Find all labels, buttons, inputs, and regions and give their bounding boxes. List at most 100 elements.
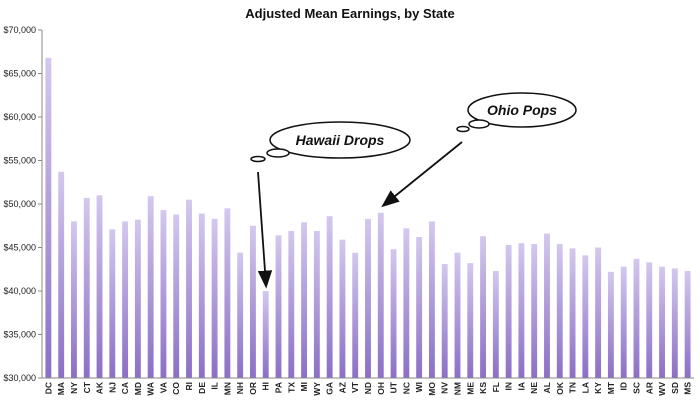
bar-wa xyxy=(147,196,154,378)
bar-mo xyxy=(428,221,435,378)
bar-ne xyxy=(531,244,538,378)
callout-ohio-bubble xyxy=(467,92,577,128)
bar-nj xyxy=(109,229,116,378)
x-tick-label-wi: WI xyxy=(414,382,424,392)
bar-ri xyxy=(186,199,192,378)
bar-sc xyxy=(633,258,640,378)
x-tick-label-il: IL xyxy=(210,382,220,390)
y-tick-label: $55,000 xyxy=(3,156,36,166)
x-axis: DC MA NY CT AK NJ CA MD WA VA CO RI DE IL MN NH OR HI PA TX… xyxy=(42,377,694,396)
y-tick-label: $65,000 xyxy=(3,69,36,79)
bar-me xyxy=(467,263,474,378)
bar-ny xyxy=(71,221,77,378)
bar-vt xyxy=(352,252,359,378)
x-tick-label-nj: NJ xyxy=(107,382,117,393)
callout-hawaii: Hawaii Drops xyxy=(250,121,411,289)
bar-tn xyxy=(569,248,576,378)
chart-title: Adjusted Mean Earnings, by State xyxy=(245,6,455,21)
x-tick-label-wa: WA xyxy=(146,382,156,396)
bar-ky xyxy=(595,247,602,378)
bar-ks xyxy=(480,236,486,378)
callout-hawaii-puff-1 xyxy=(266,148,290,158)
bar-dc xyxy=(45,57,52,379)
y-tick-label: $70,000 xyxy=(3,25,36,35)
bar-fl xyxy=(492,270,499,378)
callout-ohio-puff-1 xyxy=(468,119,490,129)
x-tick-label-ia: IA xyxy=(516,382,526,391)
x-tick-label-wv: WV xyxy=(657,382,667,396)
bar-ut xyxy=(390,249,397,378)
x-tick-label-ut: UT xyxy=(389,381,399,393)
x-tick-label-ga: GA xyxy=(325,382,335,395)
bar-ma xyxy=(58,171,65,378)
bar-az xyxy=(339,239,346,378)
x-tick-label-az: AZ xyxy=(337,382,347,393)
bar-pa xyxy=(275,235,282,378)
callout-ohio-puff-2 xyxy=(456,125,470,133)
callout-hawaii-bubble xyxy=(269,121,411,159)
bar-ca xyxy=(122,221,129,378)
x-tick-label-ny: NY xyxy=(69,382,79,394)
x-tick-label-ne: NE xyxy=(529,382,539,394)
bar-sd xyxy=(671,268,678,378)
x-tick-label-nh: NH xyxy=(235,382,245,394)
bar-mt xyxy=(607,271,614,378)
x-tick-label-ma: MA xyxy=(56,382,66,395)
x-tick-label-ca: CA xyxy=(120,382,130,394)
x-tick-label-mi: MI xyxy=(299,382,309,391)
x-tick-label-sd: SD xyxy=(670,382,680,394)
x-tick-label-vt: VT xyxy=(350,381,360,393)
y-tick-label: $45,000 xyxy=(3,243,36,253)
x-tick-label-nc: NC xyxy=(401,382,411,394)
x-tick-label-in: IN xyxy=(504,382,514,391)
x-tick-label-la: LA xyxy=(580,382,590,393)
bar-mi xyxy=(301,222,308,378)
bar-ak xyxy=(96,195,103,378)
x-tick-label-ri: RI xyxy=(184,382,194,391)
bar-la xyxy=(582,255,589,378)
callout-hawaii-puff-2 xyxy=(250,155,266,163)
y-tick-label: $30,000 xyxy=(3,373,36,383)
bar-mn xyxy=(224,208,231,378)
x-tick-label-hi: HI xyxy=(261,382,271,391)
bar-wy xyxy=(313,230,320,378)
callout-hawaii-arrow xyxy=(257,171,273,289)
x-tick-label-ok: OK xyxy=(555,381,565,395)
callout-ohio: Ohio Pops xyxy=(381,92,577,208)
x-tick-label-wy: WY xyxy=(312,382,322,396)
y-tick-label: $60,000 xyxy=(3,112,36,122)
x-tick-label-dc: DC xyxy=(43,382,53,394)
x-tick-label-fl: FL xyxy=(491,382,501,392)
bar-ms xyxy=(684,270,691,378)
x-tick-label-pa: PA xyxy=(274,382,284,393)
x-tick-label-md: MD xyxy=(133,382,143,395)
callout-hawaii-text: Hawaii Drops xyxy=(296,132,385,148)
bar-nc xyxy=(403,228,410,378)
y-tick-label: $50,000 xyxy=(3,199,36,209)
x-tick-label-ms: MS xyxy=(683,382,693,395)
x-tick-label-tx: TX xyxy=(286,382,296,393)
bar-wi xyxy=(416,237,423,378)
callout-ohio-arrow xyxy=(381,141,463,208)
x-tick-label-co: CO xyxy=(171,382,181,395)
bar-ia xyxy=(518,243,525,378)
bar-ct xyxy=(83,197,90,378)
bar-co xyxy=(173,214,180,378)
x-tick-label-mn: MN xyxy=(222,382,232,395)
x-tick-label-mo: MO xyxy=(427,382,437,396)
bars xyxy=(45,57,691,379)
y-tick-label: $40,000 xyxy=(3,286,36,296)
y-axis: $30,000 $35,000 $40,000 $45,000 $50,000 $55,0… xyxy=(3,25,43,383)
x-tick-label-nv: NV xyxy=(440,382,450,394)
x-tick-label-al: AL xyxy=(542,382,552,393)
bar-or xyxy=(250,225,256,378)
bar-nm xyxy=(454,252,461,378)
bar-nd xyxy=(365,218,371,378)
x-tick-label-ky: KY xyxy=(593,382,603,394)
bar-de xyxy=(198,213,205,378)
bar-ga xyxy=(326,216,333,378)
bar-in xyxy=(505,244,512,378)
bar-nv xyxy=(441,264,448,378)
x-tick-label-id: ID xyxy=(619,382,629,391)
